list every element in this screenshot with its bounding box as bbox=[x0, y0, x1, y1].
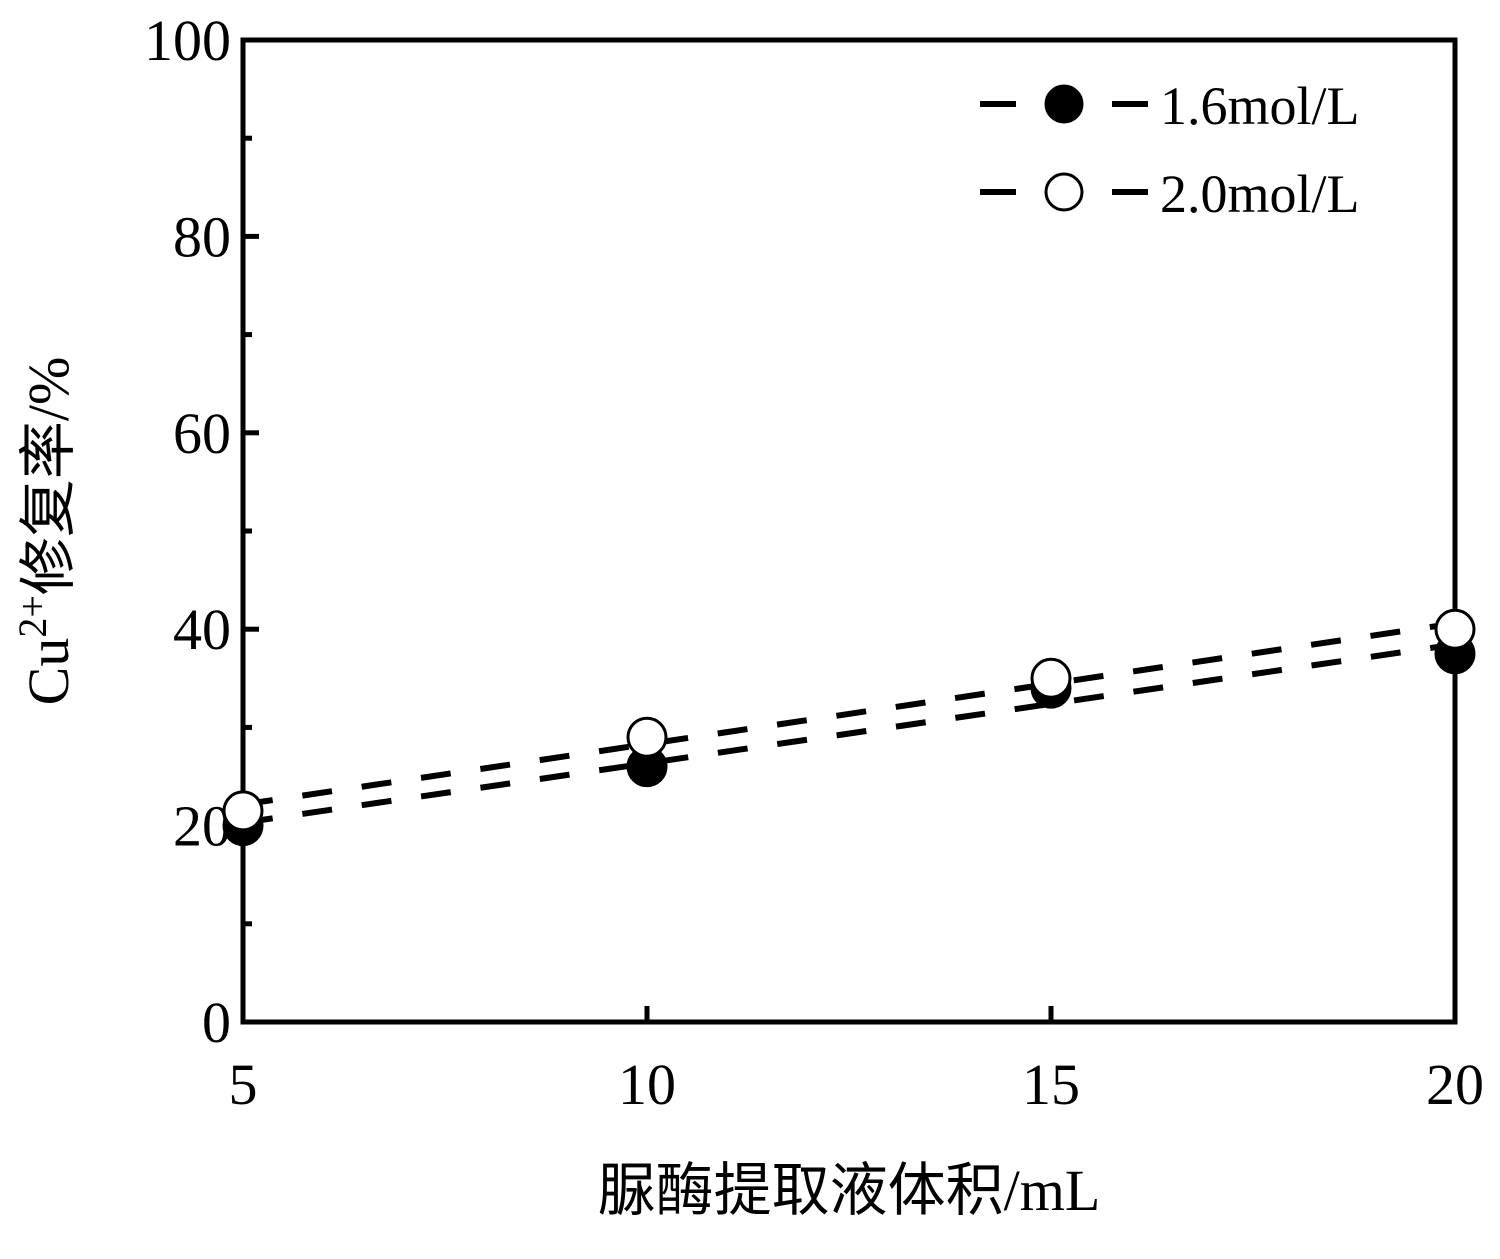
y-tick-label: 100 bbox=[144, 8, 231, 73]
data-point-open bbox=[222, 790, 264, 832]
ticks bbox=[240, 37, 1458, 1025]
y-axis-title-rest: 修复率/% bbox=[16, 357, 81, 595]
data-point-open bbox=[1030, 657, 1072, 699]
y-tick-label: 20 bbox=[173, 794, 231, 859]
y-tick-label: 0 bbox=[202, 990, 231, 1055]
data-points bbox=[222, 608, 1476, 847]
tick-labels: 0 20 40 60 80 100 5 10 15 20 bbox=[144, 8, 1484, 1117]
legend-marker-filled bbox=[1044, 84, 1084, 124]
y-tick-label: 60 bbox=[173, 401, 231, 466]
x-tick-label: 15 bbox=[1022, 1052, 1080, 1117]
x-tick-label: 20 bbox=[1426, 1052, 1484, 1117]
fit-lines bbox=[242, 620, 1456, 826]
y-tick-label: 80 bbox=[173, 204, 231, 269]
fit-line bbox=[242, 641, 1456, 826]
y-tick-label: 40 bbox=[173, 597, 231, 662]
legend: 1.6mol/L 2.0mol/L bbox=[980, 76, 1360, 224]
data-point-open bbox=[626, 716, 668, 758]
legend-marker-open bbox=[1044, 172, 1084, 212]
x-axis-title: 脲酶提取液体积/mL bbox=[598, 1158, 1101, 1223]
fit-line bbox=[242, 620, 1456, 808]
legend-label: 2.0mol/L bbox=[1160, 164, 1360, 224]
y-axis-title-superscript: 2+ bbox=[10, 595, 55, 638]
y-axis-title: Cu2+修复率/% bbox=[10, 357, 81, 706]
y-axis-title-main: Cu bbox=[16, 638, 81, 706]
x-tick-label: 10 bbox=[618, 1052, 676, 1117]
x-tick-label: 5 bbox=[229, 1052, 258, 1117]
legend-label: 1.6mol/L bbox=[1160, 76, 1360, 136]
data-point-open bbox=[1434, 608, 1476, 650]
